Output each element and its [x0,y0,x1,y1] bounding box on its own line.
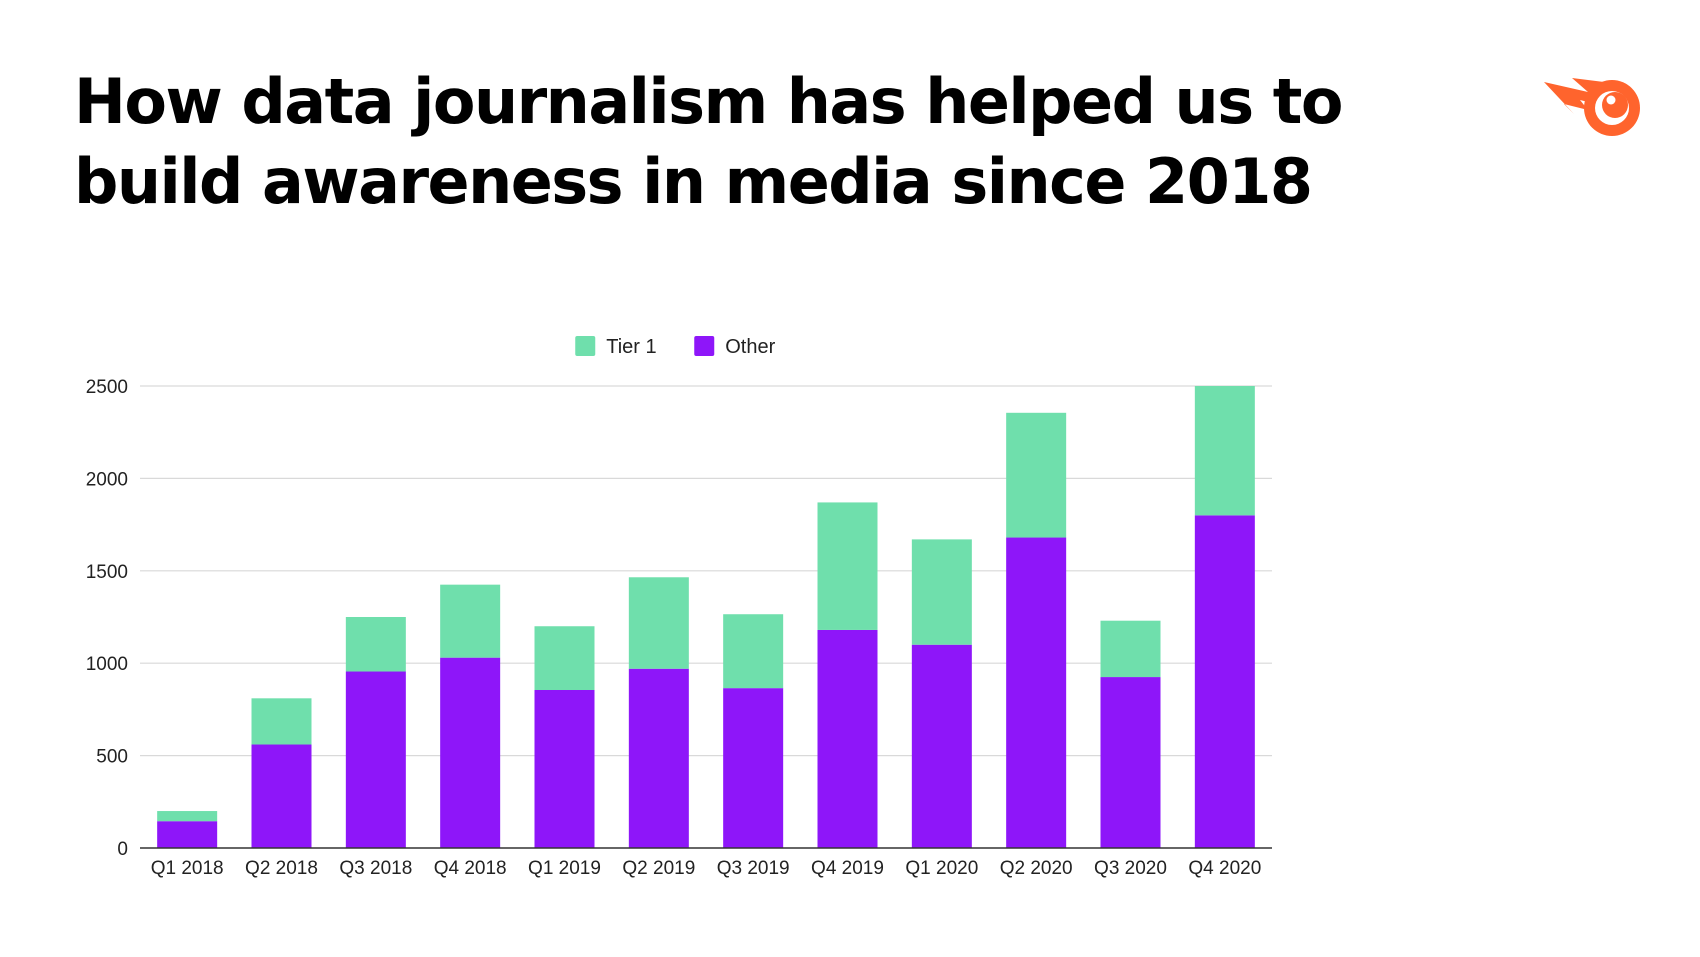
page-title: How data journalism has helped us to bui… [74,62,1394,222]
bar-other [1006,537,1067,848]
bar-other [534,689,595,848]
y-tick-label: 1000 [86,654,128,675]
legend-label: Other [725,336,775,358]
bar-other [1194,515,1255,848]
gridlines [140,385,1272,757]
legend-label: Tier 1 [606,336,656,358]
bar-tier-1 [440,584,501,658]
legend: Tier 1 Other [575,336,776,358]
y-tick-label: 500 [96,747,128,768]
x-tick-label: Q4 2019 [811,858,884,879]
bar-other [628,668,689,848]
logo-comet-tail [1544,78,1604,114]
bar-tier-1 [1100,620,1161,678]
logo-comet-glint [1606,95,1616,105]
bar-tier-1 [534,626,595,690]
x-axis-labels: Q1 2018 Q2 2018 Q3 2018 Q4 2018 Q1 2019 Q2 20… [151,858,1262,879]
bar-tier-1 [345,617,406,672]
legend-swatch-other [694,336,715,356]
bar-tier-1 [157,811,218,822]
bar-other [1100,677,1161,848]
y-tick-label: 0 [117,839,128,860]
bar-other [251,744,312,848]
x-tick-label: Q2 2019 [622,858,695,879]
x-tick-label: Q3 2020 [1094,858,1167,879]
bar-other [157,821,218,848]
bar-other [723,688,784,848]
bar-tier-1 [1006,412,1067,538]
title-line-1: How data journalism has helped us to [74,65,1343,138]
title-line-2: build awareness in media since 2018 [74,145,1313,218]
y-tick-label: 2500 [86,377,128,398]
bar-other [345,671,406,848]
x-tick-label: Q3 2019 [717,858,790,879]
bar-tier-1 [628,577,689,669]
y-axis-labels: 0 500 1000 1500 2000 2500 [86,377,128,860]
x-tick-label: Q4 2018 [434,858,507,879]
bars [157,386,1255,848]
x-tick-label: Q4 2020 [1188,858,1261,879]
y-tick-label: 2000 [86,469,128,490]
x-tick-label: Q1 2018 [151,858,224,879]
x-tick-label: Q1 2020 [905,858,978,879]
x-tick-label: Q2 2018 [245,858,318,879]
bar-tier-1 [251,698,312,745]
bar-other [440,657,501,848]
bar-tier-1 [911,539,972,645]
x-tick-label: Q1 2019 [528,858,601,879]
bar-other [911,644,972,848]
y-tick-label: 1500 [86,562,128,583]
bar-tier-1 [723,614,784,689]
semrush-logo-icon [1544,78,1640,136]
bar-tier-1 [1194,386,1255,516]
x-tick-label: Q3 2018 [339,858,412,879]
bar-tier-1 [817,502,878,630]
x-tick-label: Q2 2020 [1000,858,1073,879]
bar-other [817,629,878,848]
legend-swatch-tier-1 [575,336,596,356]
